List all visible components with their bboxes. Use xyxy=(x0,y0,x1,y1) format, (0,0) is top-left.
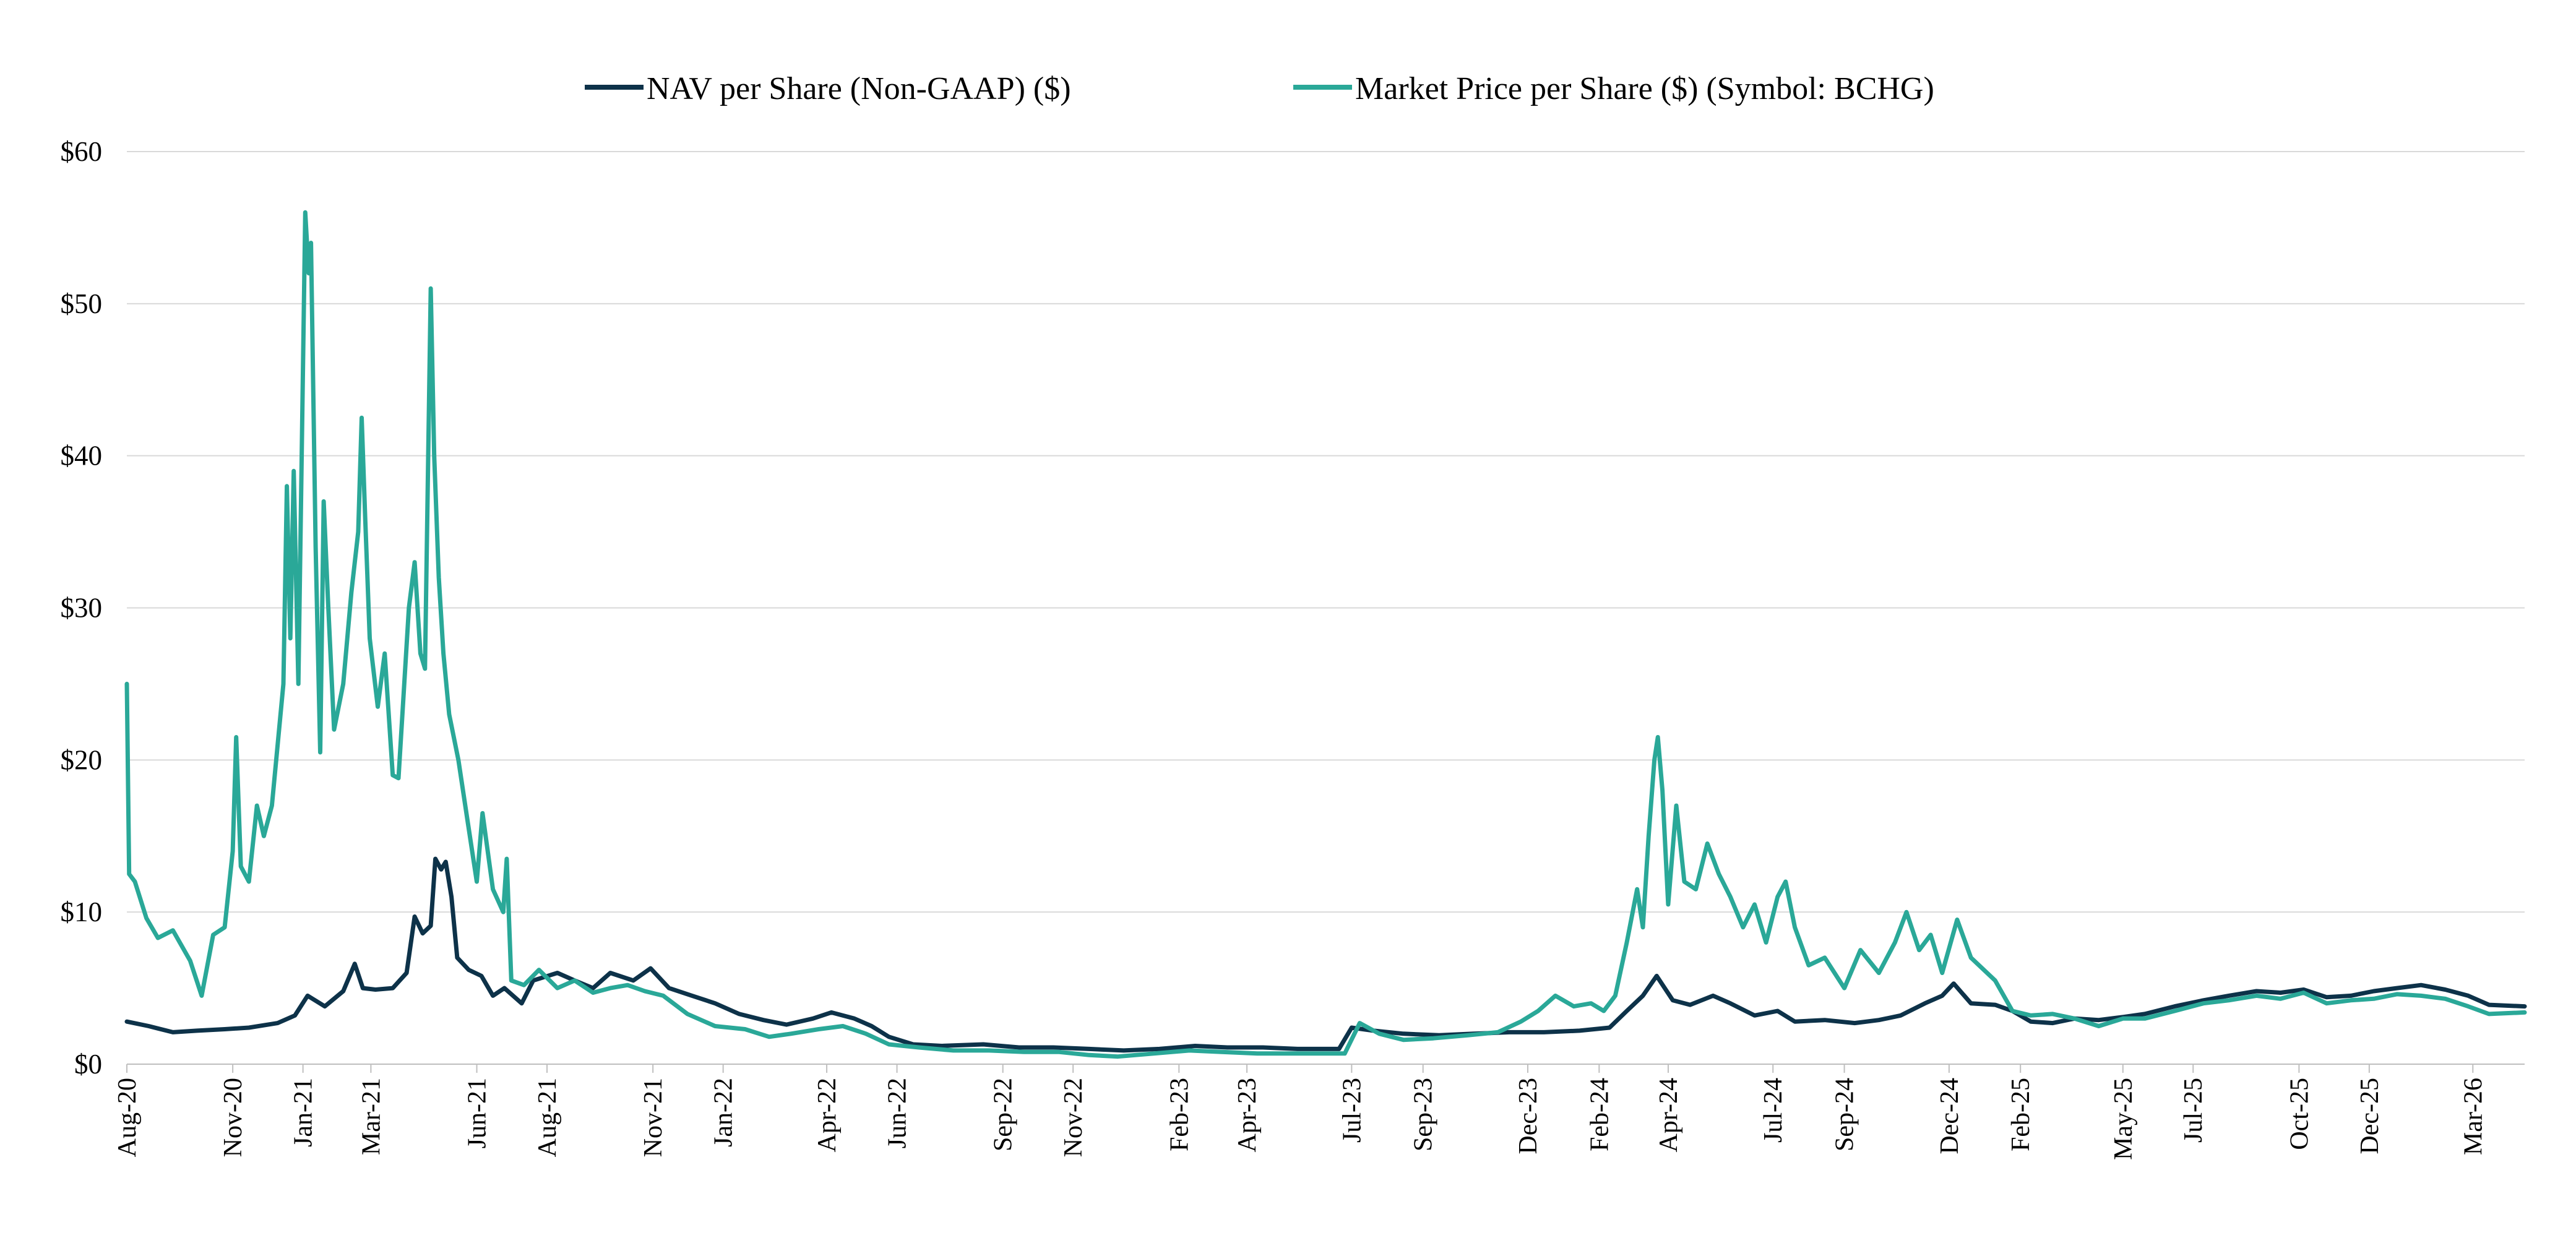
x-tick-label: Sep-22 xyxy=(989,1078,1018,1151)
x-axis: Aug-20 Nov-20 Jan-21 Mar-21 Jun-21 Aug-21 Nov-… xyxy=(113,1064,2525,1160)
gridlines xyxy=(127,151,2525,913)
y-tick-label: $40 xyxy=(61,441,103,471)
y-tick-label: $50 xyxy=(61,288,103,319)
y-tick-label: $0 xyxy=(74,1049,102,1080)
x-tick-label: Feb-25 xyxy=(2007,1078,2035,1151)
x-tick-label: Mar-21 xyxy=(357,1078,386,1155)
x-tick-label: Feb-24 xyxy=(1585,1078,1614,1151)
legend-label-market: Market Price per Share ($) (Symbol: BCHG… xyxy=(1355,71,1934,106)
x-tick-label: Dec-25 xyxy=(2356,1078,2384,1154)
x-tick-label: Feb-23 xyxy=(1165,1078,1194,1151)
y-tick-label: $60 xyxy=(61,136,103,167)
x-tick-label: May-25 xyxy=(2109,1078,2138,1160)
x-tick-label: Jul-25 xyxy=(2179,1078,2208,1143)
x-tick-label: Aug-20 xyxy=(113,1078,142,1157)
x-tick-label: Apr-24 xyxy=(1655,1078,1683,1152)
x-tick-label: Aug-21 xyxy=(533,1078,562,1157)
x-tick-label: Nov-21 xyxy=(639,1078,668,1157)
series-line-market-price xyxy=(124,210,2527,1059)
x-tick-label: Jul-23 xyxy=(1338,1078,1366,1143)
legend: NAV per Share (Non-GAAP) ($) Market Pric… xyxy=(585,71,1934,106)
y-tick-label: $20 xyxy=(61,744,103,775)
x-tick-label: Mar-26 xyxy=(2459,1078,2488,1155)
series-lines xyxy=(124,210,2527,1059)
x-tick-label: Oct-25 xyxy=(2285,1078,2314,1150)
x-tick-label: Sep-23 xyxy=(1410,1078,1438,1151)
x-tick-label: Apr-23 xyxy=(1233,1078,1262,1152)
x-tick-label: Nov-22 xyxy=(1059,1078,1088,1157)
x-tick-label: Jan-21 xyxy=(290,1078,318,1147)
series-line-nav xyxy=(124,856,2527,1053)
x-tick-label: Sep-24 xyxy=(1831,1078,1859,1151)
y-tick-label: $10 xyxy=(61,896,103,927)
legend-label-nav: NAV per Share (Non-GAAP) ($) xyxy=(647,71,1071,106)
x-tick-label: Nov-20 xyxy=(219,1078,248,1157)
x-tick-label: Dec-23 xyxy=(1514,1078,1543,1154)
x-tick-label: Jan-22 xyxy=(710,1078,738,1147)
y-tick-label: $30 xyxy=(61,593,103,624)
x-tick-label: Apr-22 xyxy=(813,1078,842,1152)
x-tick-label: Jun-22 xyxy=(884,1078,912,1148)
x-tick-label: Jun-21 xyxy=(463,1078,492,1148)
y-axis-ticks: $0 $10 $20 $30 $40 $50 $60 xyxy=(61,136,103,1080)
x-tick-label: Dec-24 xyxy=(1936,1078,1964,1154)
x-tick-label: Jul-24 xyxy=(1759,1078,1788,1143)
